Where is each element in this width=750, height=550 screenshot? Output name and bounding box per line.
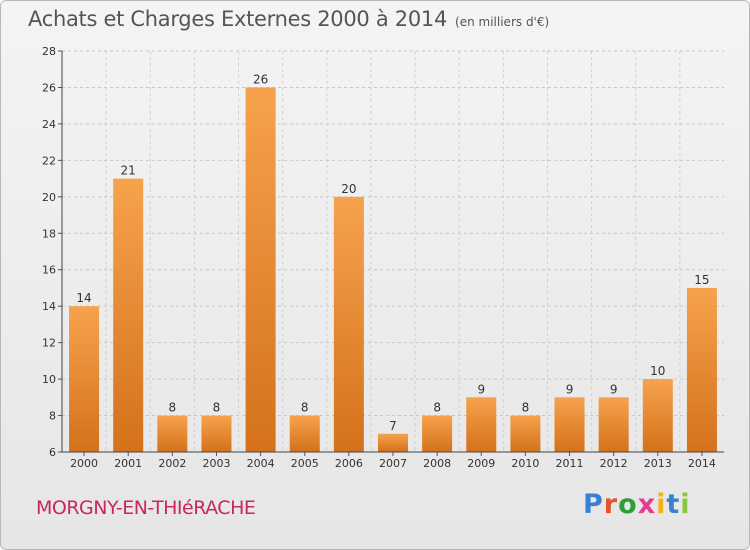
y-tick-label: 10 — [42, 373, 56, 386]
chart-title-text: Achats et Charges Externes 2000 à 2014 — [28, 7, 448, 31]
x-tick-label: 2003 — [202, 457, 230, 470]
logo-letter: x — [637, 489, 657, 520]
bar-value-label: 26 — [253, 72, 268, 86]
bar-2013 — [642, 379, 673, 452]
y-tick-label: 26 — [42, 81, 56, 94]
bar-value-label: 8 — [213, 401, 221, 415]
bar-2003 — [201, 415, 232, 452]
x-tick-label: 2013 — [644, 457, 672, 470]
x-tick-label: 2006 — [335, 457, 363, 470]
bar-value-label: 9 — [610, 382, 618, 396]
bar-value-label: 8 — [433, 401, 441, 415]
logo-letter: r — [603, 489, 619, 520]
y-tick-label: 22 — [42, 154, 56, 167]
x-tick-label: 2005 — [291, 457, 319, 470]
x-tick-label: 2012 — [600, 457, 628, 470]
commune-name: MORGNY-EN-THIéRACHE — [36, 497, 256, 519]
bar-value-label: 8 — [169, 401, 177, 415]
bar-2008 — [422, 415, 453, 452]
y-tick-label: 18 — [42, 227, 56, 240]
y-tick-label: 24 — [42, 118, 56, 131]
bar-value-label: 8 — [301, 401, 309, 415]
logo-letter: t — [666, 489, 681, 520]
x-tick-label: 2008 — [423, 457, 451, 470]
logo-letter: i — [680, 489, 691, 520]
bars: 14 21 8 8 26 8 20 7 8 9 8 9 9 10 15 — [69, 72, 717, 453]
x-tick-label: 2004 — [247, 457, 275, 470]
y-tick-label: 12 — [42, 337, 56, 350]
y-tick-label: 14 — [42, 300, 56, 313]
logo-letter: P — [583, 489, 604, 520]
x-tick-label: 2010 — [511, 457, 539, 470]
bar-2001 — [113, 178, 144, 452]
bar-2012 — [598, 397, 629, 452]
bar-2011 — [554, 397, 585, 452]
grid-lines — [62, 50, 724, 452]
y-tick-label: 16 — [42, 264, 56, 277]
y-tick-label: 8 — [49, 410, 56, 423]
bar-2000 — [69, 306, 100, 452]
x-tick-label: 2001 — [114, 457, 142, 470]
bar-2002 — [157, 415, 188, 452]
bar-value-label: 21 — [121, 164, 136, 178]
bar-value-label: 7 — [389, 419, 397, 433]
x-tick-label: 2000 — [70, 457, 98, 470]
bar-value-label: 15 — [694, 273, 709, 287]
bar-value-label: 9 — [477, 382, 485, 396]
bar-2014 — [686, 287, 717, 452]
x-tick-label: 2009 — [467, 457, 495, 470]
x-tick-label: 2002 — [158, 457, 186, 470]
bar-2005 — [289, 415, 320, 452]
bar-2006 — [333, 196, 364, 452]
x-tick-label: 2007 — [379, 457, 407, 470]
chart-subtitle: (en milliers d'€) — [455, 15, 550, 29]
bar-value-label: 8 — [522, 401, 530, 415]
bar-value-label: 9 — [566, 382, 574, 396]
bar-value-label: 14 — [76, 291, 91, 305]
x-tick-label: 2011 — [556, 457, 584, 470]
axes: 6 8 10 12 14 16 18 20 22 24 26 28 2000 2001 2002 2003 20… — [42, 45, 724, 470]
chart-title: Achats et Charges Externes 2000 à 2014 (e… — [28, 7, 549, 31]
logo-letter: o — [618, 489, 638, 520]
x-tick-label: 2014 — [688, 457, 716, 470]
bar-2004 — [245, 87, 276, 453]
bar-2009 — [466, 397, 497, 452]
proxiti-logo: Proxiti — [583, 489, 691, 520]
bar-value-label: 20 — [341, 182, 356, 196]
bar-2010 — [510, 415, 541, 452]
y-tick-label: 28 — [42, 45, 56, 58]
bar-2007 — [378, 433, 408, 452]
logo-letter: i — [656, 489, 667, 520]
y-tick-label: 6 — [49, 446, 56, 459]
y-tick-label: 20 — [42, 191, 56, 204]
bar-value-label: 10 — [650, 364, 665, 378]
